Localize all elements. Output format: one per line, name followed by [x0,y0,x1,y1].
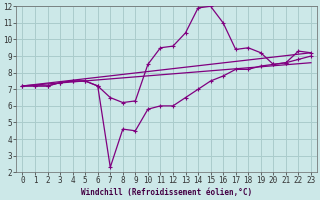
X-axis label: Windchill (Refroidissement éolien,°C): Windchill (Refroidissement éolien,°C) [81,188,252,197]
